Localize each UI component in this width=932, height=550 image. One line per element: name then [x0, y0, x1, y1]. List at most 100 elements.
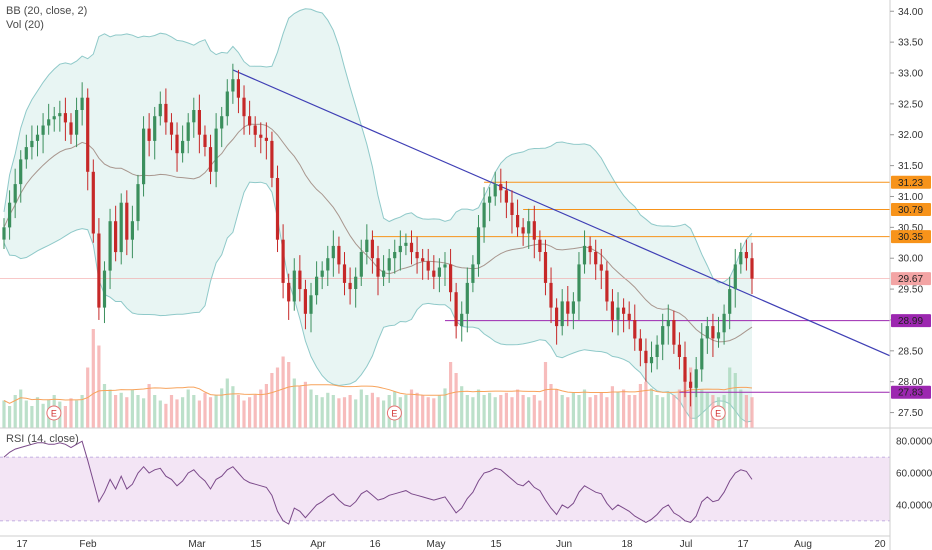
- candle-body[interactable]: [421, 258, 425, 262]
- candle-body[interactable]: [259, 134, 263, 138]
- candle-body[interactable]: [102, 270, 107, 308]
- candle-body[interactable]: [298, 270, 302, 290]
- candle-body[interactable]: [13, 184, 17, 203]
- candle-body[interactable]: [275, 178, 280, 240]
- candle-body[interactable]: [242, 97, 246, 117]
- candle-body[interactable]: [2, 227, 6, 240]
- candle-body[interactable]: [516, 215, 520, 228]
- candle-body[interactable]: [24, 147, 28, 160]
- candle-body[interactable]: [287, 282, 291, 302]
- earnings-marker[interactable]: [46, 405, 62, 421]
- candle-body[interactable]: [476, 227, 481, 265]
- candle-body[interactable]: [571, 301, 575, 314]
- candle-body[interactable]: [739, 252, 743, 265]
- candle-body[interactable]: [35, 134, 40, 141]
- candle-body[interactable]: [744, 252, 748, 259]
- candle-body[interactable]: [750, 258, 754, 279]
- candle-body[interactable]: [482, 202, 486, 228]
- candle-body[interactable]: [538, 239, 542, 252]
- candle-body[interactable]: [270, 140, 274, 178]
- rsi-line[interactable]: [3, 440, 753, 525]
- candle-body[interactable]: [733, 264, 737, 290]
- candle-body[interactable]: [220, 116, 224, 129]
- candle-body[interactable]: [376, 258, 380, 277]
- volume-indicator-label[interactable]: Vol (20): [6, 19, 44, 31]
- candle-body[interactable]: [342, 264, 347, 283]
- candle-body[interactable]: [549, 282, 553, 308]
- candle-body[interactable]: [158, 103, 162, 117]
- candle-body[interactable]: [214, 128, 218, 172]
- candle-body[interactable]: [192, 110, 196, 123]
- trendline[interactable]: [232, 69, 891, 357]
- candle-body[interactable]: [136, 184, 140, 222]
- candle-body[interactable]: [58, 113, 62, 117]
- candle-body[interactable]: [398, 245, 402, 253]
- candle-body[interactable]: [661, 326, 665, 345]
- candle-body[interactable]: [108, 221, 112, 271]
- candle-body[interactable]: [164, 103, 168, 123]
- candle-body[interactable]: [86, 97, 90, 172]
- candle-body[interactable]: [694, 369, 698, 388]
- candle-body[interactable]: [175, 134, 179, 154]
- candle-body[interactable]: [225, 91, 229, 117]
- candle-body[interactable]: [415, 252, 419, 259]
- candle-body[interactable]: [292, 270, 296, 302]
- earnings-marker[interactable]: [710, 405, 726, 421]
- candle-body[interactable]: [705, 326, 709, 339]
- candle-body[interactable]: [437, 267, 441, 277]
- candle-body[interactable]: [599, 264, 603, 271]
- candle-body[interactable]: [627, 313, 631, 320]
- candle-body[interactable]: [91, 171, 95, 234]
- candle-body[interactable]: [264, 137, 268, 141]
- candle-body[interactable]: [130, 221, 134, 240]
- candle-body[interactable]: [119, 202, 123, 253]
- candle-body[interactable]: [443, 264, 447, 268]
- candle-body[interactable]: [722, 313, 726, 333]
- candle-body[interactable]: [426, 261, 430, 271]
- price-level-tag[interactable]: 30.35: [891, 230, 931, 244]
- candle-body[interactable]: [527, 221, 531, 234]
- candle-body[interactable]: [181, 140, 185, 154]
- candle-body[interactable]: [186, 122, 190, 141]
- candle-body[interactable]: [359, 252, 363, 277]
- candle-body[interactable]: [577, 264, 581, 302]
- candle-body[interactable]: [655, 344, 659, 357]
- candle-body[interactable]: [633, 320, 637, 339]
- candle-body[interactable]: [331, 245, 335, 259]
- candle-body[interactable]: [404, 242, 408, 246]
- candle-body[interactable]: [700, 338, 704, 370]
- candle-body[interactable]: [677, 344, 681, 357]
- candle-body[interactable]: [594, 252, 598, 265]
- candle-body[interactable]: [510, 202, 514, 215]
- candle-body[interactable]: [393, 252, 397, 259]
- candle-body[interactable]: [454, 292, 458, 327]
- candle-body[interactable]: [499, 184, 503, 191]
- candle-body[interactable]: [197, 110, 201, 135]
- earnings-marker[interactable]: [386, 405, 402, 421]
- candle-body[interactable]: [337, 245, 341, 265]
- candle-body[interactable]: [63, 113, 67, 123]
- price-level-tag[interactable]: 27.83: [891, 385, 931, 399]
- candle-body[interactable]: [47, 119, 51, 126]
- candle-body[interactable]: [320, 270, 324, 277]
- candle-body[interactable]: [588, 245, 592, 253]
- candle-body[interactable]: [326, 258, 330, 271]
- candle-body[interactable]: [543, 252, 548, 283]
- candle-body[interactable]: [114, 221, 118, 253]
- candle-body[interactable]: [465, 282, 469, 314]
- bb-indicator-label[interactable]: BB (20, close, 2): [6, 5, 87, 17]
- candle-body[interactable]: [208, 147, 213, 172]
- candle-body[interactable]: [52, 116, 56, 120]
- candle-body[interactable]: [75, 110, 79, 135]
- candle-body[interactable]: [644, 350, 648, 364]
- candle-body[interactable]: [80, 97, 84, 110]
- candle-body[interactable]: [125, 202, 129, 240]
- candle-body[interactable]: [69, 122, 73, 135]
- candle-body[interactable]: [649, 357, 654, 364]
- candle-body[interactable]: [622, 307, 626, 314]
- candle-body[interactable]: [493, 184, 497, 197]
- candle-body[interactable]: [689, 381, 693, 388]
- candle-body[interactable]: [169, 122, 174, 135]
- price-level-tag[interactable]: 31.23: [891, 175, 931, 189]
- candle-body[interactable]: [30, 140, 34, 148]
